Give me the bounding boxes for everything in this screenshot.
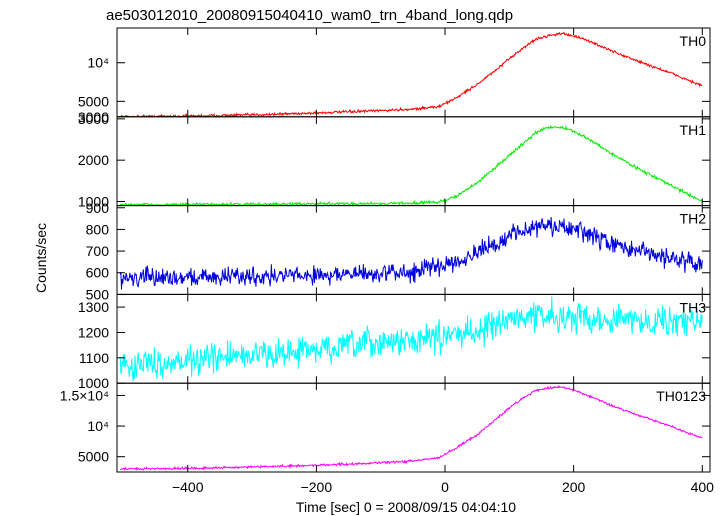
panel-label-th0: TH0 — [680, 33, 707, 49]
panel-label-th3: TH3 — [680, 299, 707, 315]
y-tick-label: 1000 — [78, 375, 109, 391]
y-tick-label: 1300 — [78, 299, 109, 315]
panel-frame-th0123 — [116, 382, 711, 473]
panel-frame-th0 — [116, 27, 711, 118]
panel-label-th2: TH2 — [680, 211, 707, 227]
y-tick-label: 1000 — [78, 193, 109, 209]
x-tick-label: −400 — [172, 479, 204, 495]
y-tick-label: 900 — [86, 200, 110, 216]
panel-frame-th1 — [116, 116, 711, 207]
y-tick-label: 5000 — [78, 93, 109, 109]
y-tick-label: 5000 — [78, 449, 109, 465]
panels-group: 3000500010⁴TH0100020003000TH150060070080… — [60, 27, 715, 495]
x-tick-label: 0 — [441, 479, 449, 495]
y-tick-label: 700 — [86, 243, 110, 259]
series-line-th0123 — [120, 384, 703, 472]
series-line-th1 — [119, 124, 703, 206]
y-tick-label: 10⁴ — [87, 418, 109, 434]
y-tick-label: 3000 — [78, 109, 109, 125]
x-tick-label: −200 — [301, 479, 333, 495]
y-tick-label: 10⁴ — [87, 55, 109, 71]
y-axis-label: Counts/sec — [33, 223, 49, 293]
y-tick-label: 1200 — [78, 324, 109, 340]
y-tick-label: 600 — [86, 265, 110, 281]
y-tick-label: 1.5×10⁴ — [60, 387, 109, 403]
y-tick-label: 800 — [86, 221, 110, 237]
series-line-th2 — [119, 217, 703, 290]
x-tick-label: 200 — [562, 479, 586, 495]
y-tick-label: 1100 — [79, 350, 109, 366]
series-line-th0 — [119, 31, 703, 117]
panel-label-th1: TH1 — [680, 122, 707, 138]
y-tick-label: 2000 — [78, 152, 109, 168]
series-line-th3 — [119, 296, 703, 382]
chart-title: ae503012010_20080915040410_wam0_trn_4ban… — [106, 7, 513, 24]
panel-label-th0123: TH0123 — [656, 388, 706, 404]
y-tick-label: 500 — [86, 286, 110, 302]
x-axis-label: Time [sec] 0 = 2008/09/15 04:04:10 — [296, 499, 516, 515]
y-tick-label: 3000 — [78, 111, 109, 127]
x-tick-label: 400 — [691, 479, 715, 495]
